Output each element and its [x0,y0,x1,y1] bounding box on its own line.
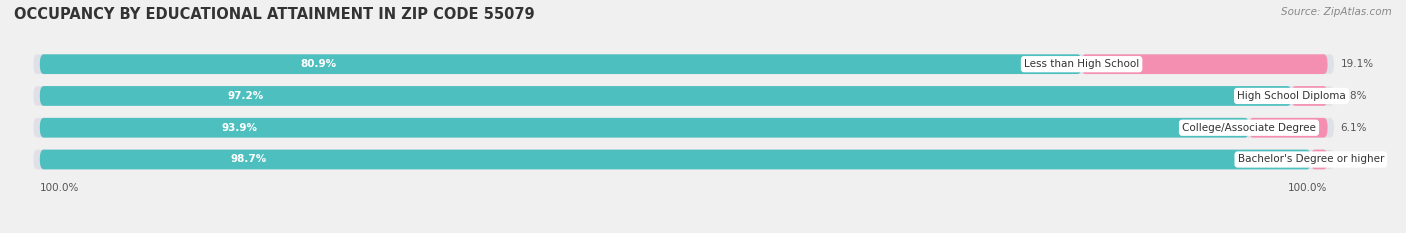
Text: 19.1%: 19.1% [1340,59,1374,69]
Text: 100.0%: 100.0% [1288,183,1327,193]
Legend: Owner-occupied, Renter-occupied: Owner-occupied, Renter-occupied [564,231,787,233]
Text: 6.1%: 6.1% [1340,123,1367,133]
Text: 100.0%: 100.0% [39,183,79,193]
FancyBboxPatch shape [1292,86,1327,106]
FancyBboxPatch shape [1081,54,1327,74]
Text: Less than High School: Less than High School [1024,59,1139,69]
FancyBboxPatch shape [1310,150,1327,169]
Text: 1.3%: 1.3% [1340,154,1367,164]
FancyBboxPatch shape [34,118,1334,137]
Text: 80.9%: 80.9% [301,59,336,69]
Text: Bachelor's Degree or higher: Bachelor's Degree or higher [1237,154,1384,164]
Text: 97.2%: 97.2% [228,91,264,101]
FancyBboxPatch shape [39,118,1249,137]
FancyBboxPatch shape [39,86,1292,106]
Text: OCCUPANCY BY EDUCATIONAL ATTAINMENT IN ZIP CODE 55079: OCCUPANCY BY EDUCATIONAL ATTAINMENT IN Z… [14,7,534,22]
FancyBboxPatch shape [39,150,1310,169]
Text: Source: ZipAtlas.com: Source: ZipAtlas.com [1281,7,1392,17]
FancyBboxPatch shape [34,54,1334,74]
FancyBboxPatch shape [1249,118,1327,137]
Text: High School Diploma: High School Diploma [1237,91,1346,101]
Text: 98.7%: 98.7% [231,154,267,164]
Text: 2.8%: 2.8% [1340,91,1367,101]
Text: 93.9%: 93.9% [221,123,257,133]
Text: College/Associate Degree: College/Associate Degree [1182,123,1316,133]
FancyBboxPatch shape [34,150,1334,169]
FancyBboxPatch shape [39,54,1081,74]
FancyBboxPatch shape [34,86,1334,106]
